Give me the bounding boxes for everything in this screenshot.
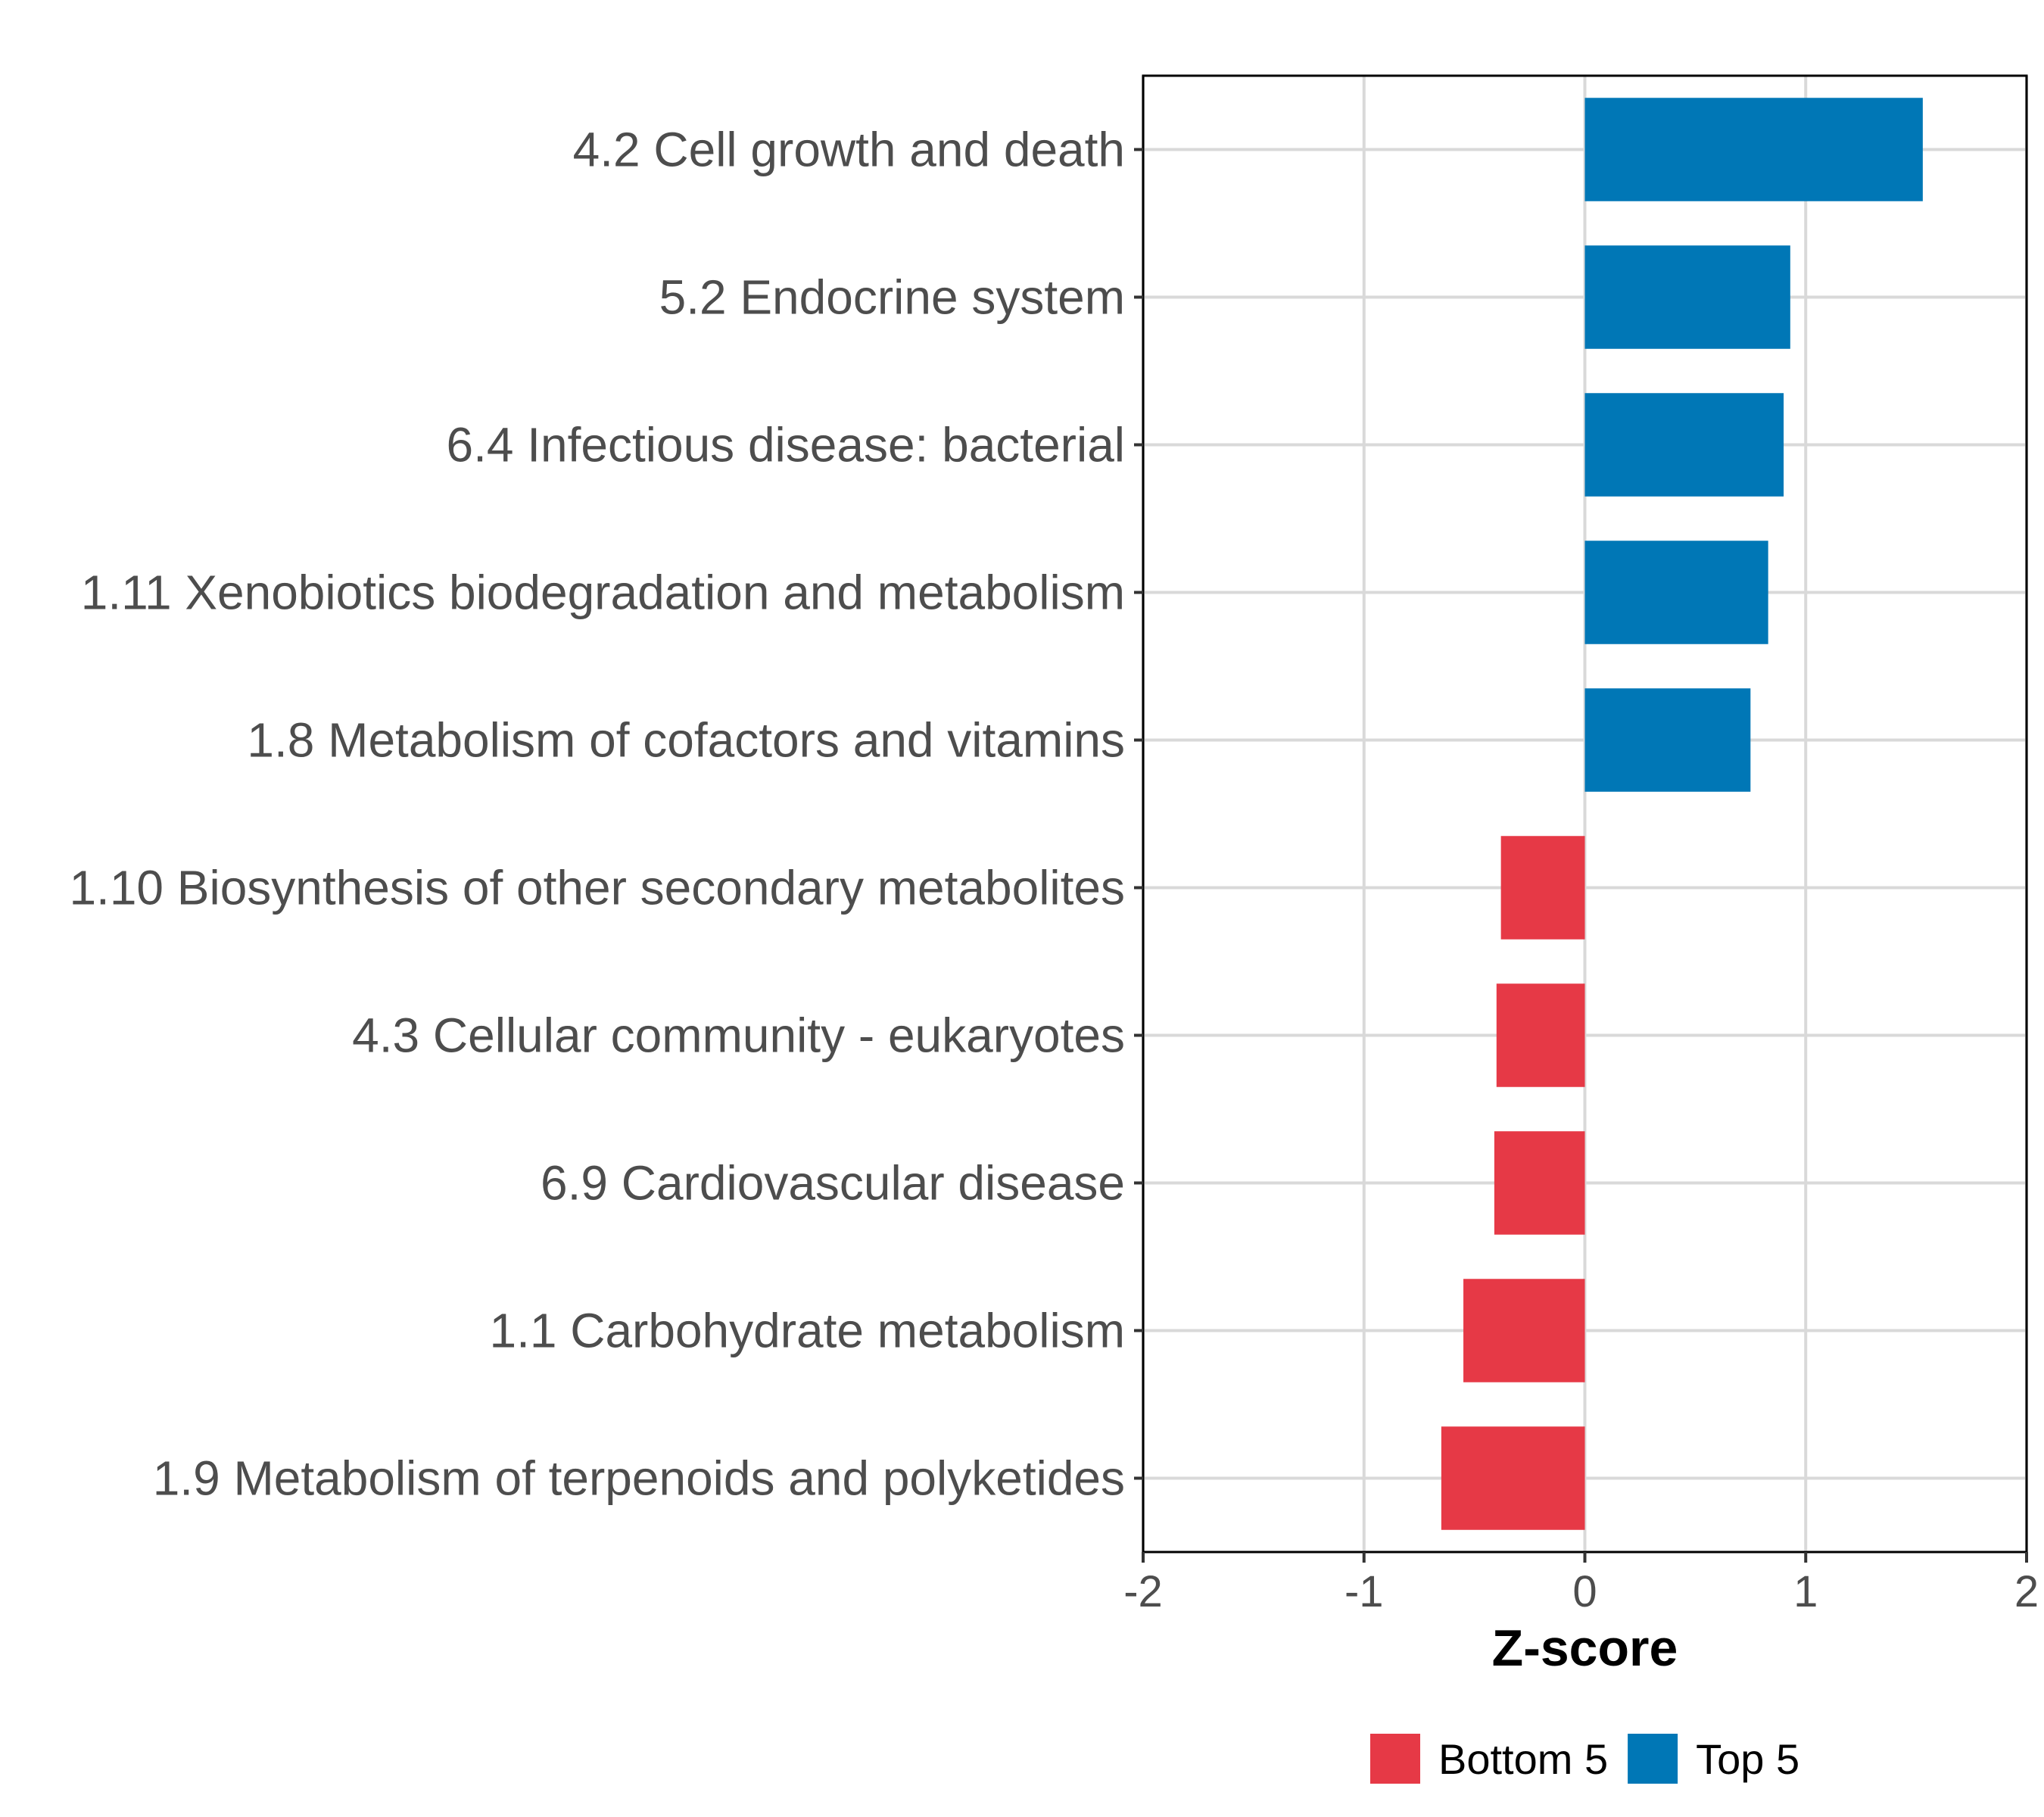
bar [1584,98,1923,201]
x-tick-label: 1 [1793,1567,1818,1616]
bar [1463,1279,1585,1382]
x-tick-label: 2 [2014,1567,2039,1616]
bars [1441,98,1923,1530]
category-label: 5.2 Endocrine system [659,270,1125,325]
legend-label: Top 5 [1696,1735,1799,1783]
bar [1496,983,1585,1087]
category-label: 4.3 Cellular community - eukaryotes [352,1008,1125,1063]
x-tick-label: -1 [1344,1567,1384,1616]
legend-item: Top 5 [1628,1734,1799,1784]
x-axis-title: Z-score [1492,1619,1678,1677]
category-label: 1.9 Metabolism of terpenoids and polyket… [153,1451,1125,1506]
bar [1584,393,1784,497]
legend-label: Bottom 5 [1438,1735,1608,1783]
bar [1584,688,1751,792]
category-label: 1.8 Metabolism of cofactors and vitamins [247,713,1125,768]
legend-item: Bottom 5 [1370,1734,1608,1784]
legend: Bottom 5 Top 5 [1370,1734,1799,1784]
legend-swatch [1628,1734,1678,1784]
x-axis: -2 -1 0 1 2 [1123,1552,2039,1616]
category-label: 6.4 Infectious disease: bacterial [446,418,1125,472]
y-axis: 4.2 Cell growth and death 5.2 Endocrine s… [69,123,1143,1506]
bar [1584,541,1768,644]
bar [1500,836,1585,940]
x-tick-label: 0 [1572,1567,1597,1616]
bar [1494,1131,1585,1235]
bar [1584,245,1790,349]
category-label: 4.2 Cell growth and death [573,123,1125,177]
bar [1441,1426,1585,1530]
category-label: 1.10 Biosynthesis of other secondary met… [69,861,1125,915]
legend-swatch [1370,1734,1420,1784]
x-tick-label: -2 [1123,1567,1163,1616]
category-label: 1.11 Xenobiotics biodegradation and meta… [81,566,1125,620]
category-label: 1.1 Carbohydrate metabolism [489,1304,1125,1358]
category-label: 6.9 Cardiovascular disease [541,1156,1125,1211]
